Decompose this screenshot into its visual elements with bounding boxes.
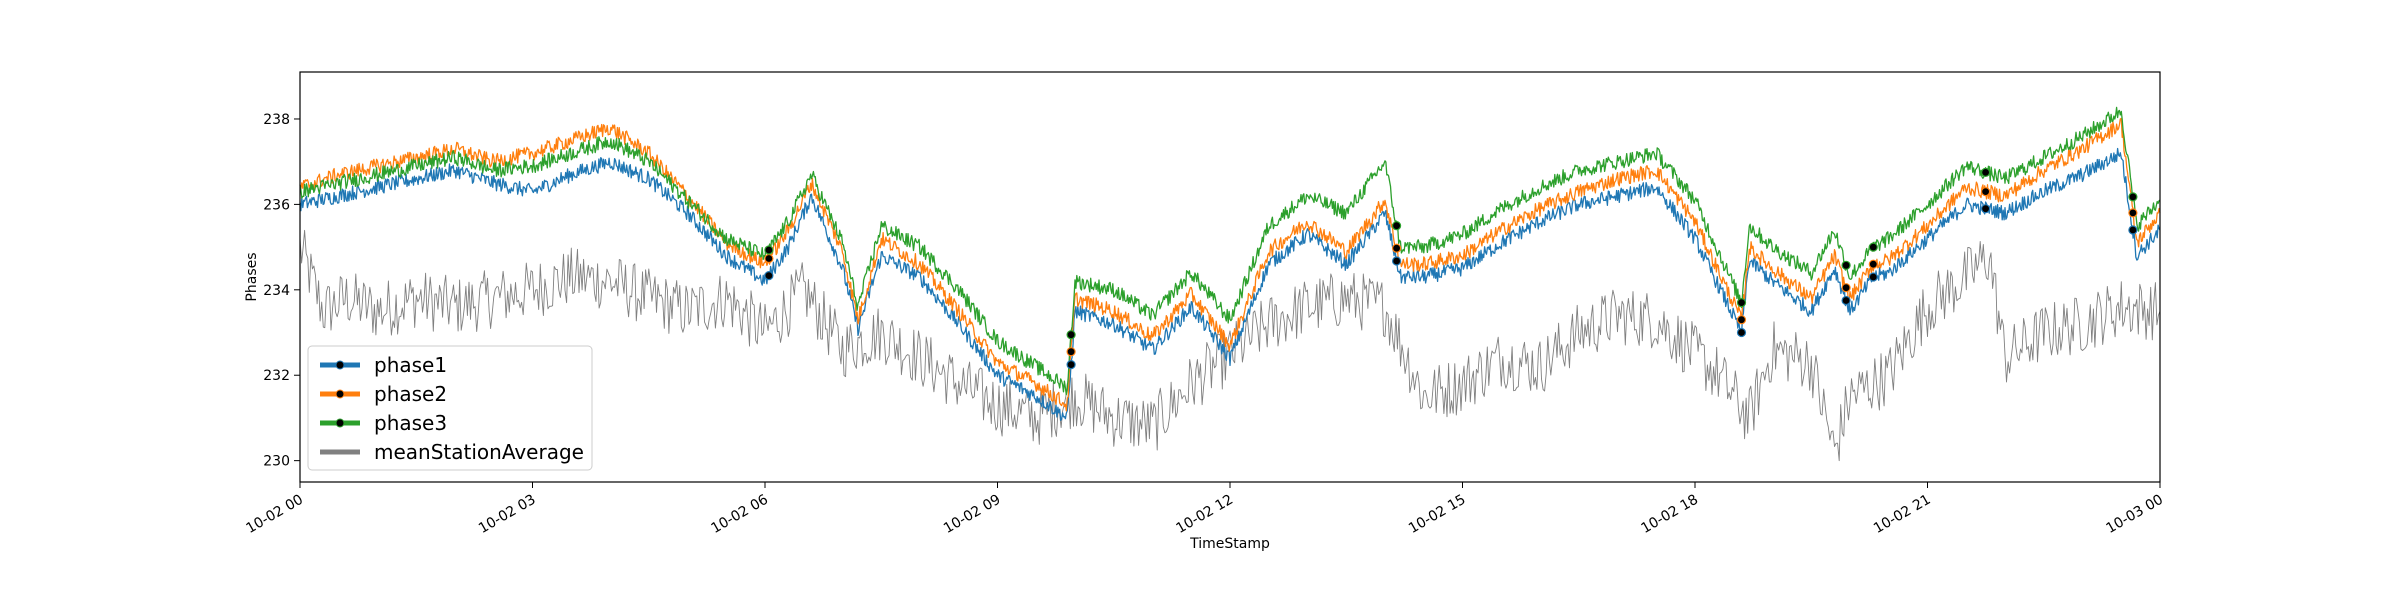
series-layer <box>299 106 2161 462</box>
series-marker-phase2 <box>764 253 774 264</box>
series-marker-phase2 <box>1841 283 1851 293</box>
y-tick-label: 232 <box>263 368 290 384</box>
x-axis-label: TimeStamp <box>1189 536 1270 552</box>
legend-marker-phase3 <box>335 418 345 428</box>
x-tick-label: 10-02 00 <box>243 492 306 537</box>
series-marker-phase1 <box>1066 360 1076 370</box>
series-marker-phase3 <box>1841 260 1851 270</box>
y-axis: 230 232 234 236 238 <box>263 112 300 470</box>
x-tick-label: 10-02 21 <box>1871 492 1934 537</box>
series-marker-phase2 <box>2128 208 2138 218</box>
x-tick-label: 10-03 00 <box>2103 492 2166 537</box>
series-marker-phase1 <box>1391 256 1402 266</box>
legend: phase1 phase2 phase3 meanStationAverage <box>307 345 593 471</box>
y-tick-label: 238 <box>263 112 290 128</box>
series-marker-phase1 <box>1736 327 1747 338</box>
x-tick-label: 10-02 12 <box>1173 492 1236 537</box>
legend-label-meanstationaverage: meanStationAverage <box>374 440 584 464</box>
series-marker-phase3 <box>1066 330 1076 340</box>
x-axis: 10-02 00 10-02 03 10-02 06 10-02 09 10-02 12… <box>243 482 2166 537</box>
legend-box <box>307 345 593 471</box>
x-tick-label: 10-02 18 <box>1638 492 1701 537</box>
x-tick-label: 10-02 03 <box>476 492 539 537</box>
series-marker-phase1 <box>1980 204 1991 214</box>
legend-label-phase2: phase2 <box>374 382 447 406</box>
series-marker-phase1 <box>1841 295 1851 306</box>
series-marker-phase1 <box>764 271 774 281</box>
legend-marker-phase1 <box>335 360 345 370</box>
series-marker-phase2 <box>1736 315 1747 325</box>
series-marker-phase3 <box>1868 242 1878 252</box>
series-marker-phase2 <box>1868 259 1878 269</box>
series-marker-phase3 <box>1980 167 1991 177</box>
series-marker-phase3 <box>1736 298 1747 308</box>
y-tick-label: 236 <box>263 197 290 213</box>
series-marker-phase3 <box>1391 221 1402 231</box>
series-marker-phase2 <box>1980 187 1991 197</box>
series-marker-phase3 <box>2128 192 2138 202</box>
series-marker-phase2 <box>1391 243 1402 253</box>
series-line-phase2 <box>299 117 2161 412</box>
legend-label-phase3: phase3 <box>374 411 447 435</box>
series-marker-phase1 <box>1868 272 1878 282</box>
x-tick-label: 10-02 15 <box>1406 492 1469 537</box>
y-tick-label: 230 <box>263 454 290 470</box>
legend-label-phase1: phase1 <box>374 353 447 377</box>
series-line-phase1 <box>299 147 2161 421</box>
legend-marker-phase2 <box>335 389 345 399</box>
series-marker-phase1 <box>2128 225 2138 235</box>
series-marker-phase3 <box>764 245 774 255</box>
y-axis-label: Phases <box>244 252 260 301</box>
series-line-phase3 <box>299 106 2161 396</box>
y-tick-label: 234 <box>263 283 290 299</box>
series-line-meanstationaverage <box>299 229 2161 462</box>
series-marker-phase2 <box>1066 347 1076 357</box>
x-tick-label: 10-02 06 <box>708 492 771 537</box>
marker-layer <box>764 167 2138 370</box>
x-tick-label: 10-02 09 <box>941 492 1004 537</box>
